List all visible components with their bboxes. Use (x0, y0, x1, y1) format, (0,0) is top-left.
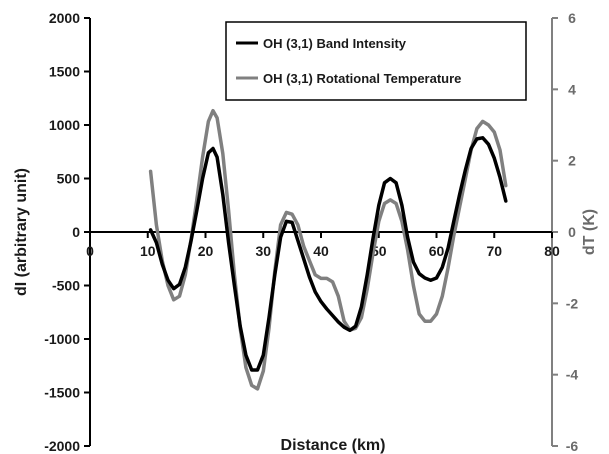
x-tick-label: 10 (140, 243, 156, 259)
left-y-axis-title: dI (arbitrary unit) (13, 168, 30, 296)
x-tick-label: 20 (198, 243, 214, 259)
right-tick-label: -2 (566, 295, 579, 311)
right-tick-label: 2 (568, 153, 576, 169)
left-tick-label: 0 (72, 224, 80, 240)
left-tick-label: -1500 (44, 385, 80, 401)
left-tick-label: -2000 (44, 438, 80, 454)
x-tick-label: 40 (313, 243, 329, 259)
right-tick-label: 4 (568, 81, 576, 97)
legend-box (225, 21, 527, 101)
x-tick-label: 70 (486, 243, 502, 259)
left-y-ticks: 2000 1500 1000 500 0 -500 -1000 -1500 -2000 (44, 10, 90, 454)
right-tick-label: 0 (568, 224, 576, 240)
right-tick-label: 6 (568, 10, 576, 26)
x-tick-label: 30 (255, 243, 271, 259)
right-y-axis-title: dT (K) (581, 209, 598, 255)
x-axis-title: Distance (km) (281, 437, 386, 454)
left-tick-label: 2000 (49, 10, 80, 26)
x-tick-label: 0 (86, 243, 94, 259)
right-tick-label: -4 (566, 367, 579, 383)
series-line-band-intensity (148, 136, 508, 372)
right-y-ticks: 6 4 2 0 -2 -4 -6 (552, 10, 578, 454)
legend-label-temperature: OH (3,1) Rotational Temperature (263, 71, 461, 86)
series-line-rotational-temperature (148, 108, 508, 391)
left-tick-label: 500 (57, 171, 81, 187)
left-tick-label: -500 (52, 278, 80, 294)
x-tick-label: 80 (544, 243, 560, 259)
series-layer (148, 108, 508, 391)
legend: OH (3,1) Band Intensity OH (3,1) Rotatio… (225, 21, 527, 101)
left-tick-label: 1500 (49, 64, 80, 80)
right-tick-label: -6 (566, 438, 579, 454)
legend-label-intensity: OH (3,1) Band Intensity (263, 36, 407, 51)
left-tick-label: -1000 (44, 331, 80, 347)
x-tick-label: 60 (429, 243, 445, 259)
left-tick-label: 1000 (49, 117, 80, 133)
x-ticks: 0 10 20 30 40 50 60 70 80 (86, 232, 560, 259)
